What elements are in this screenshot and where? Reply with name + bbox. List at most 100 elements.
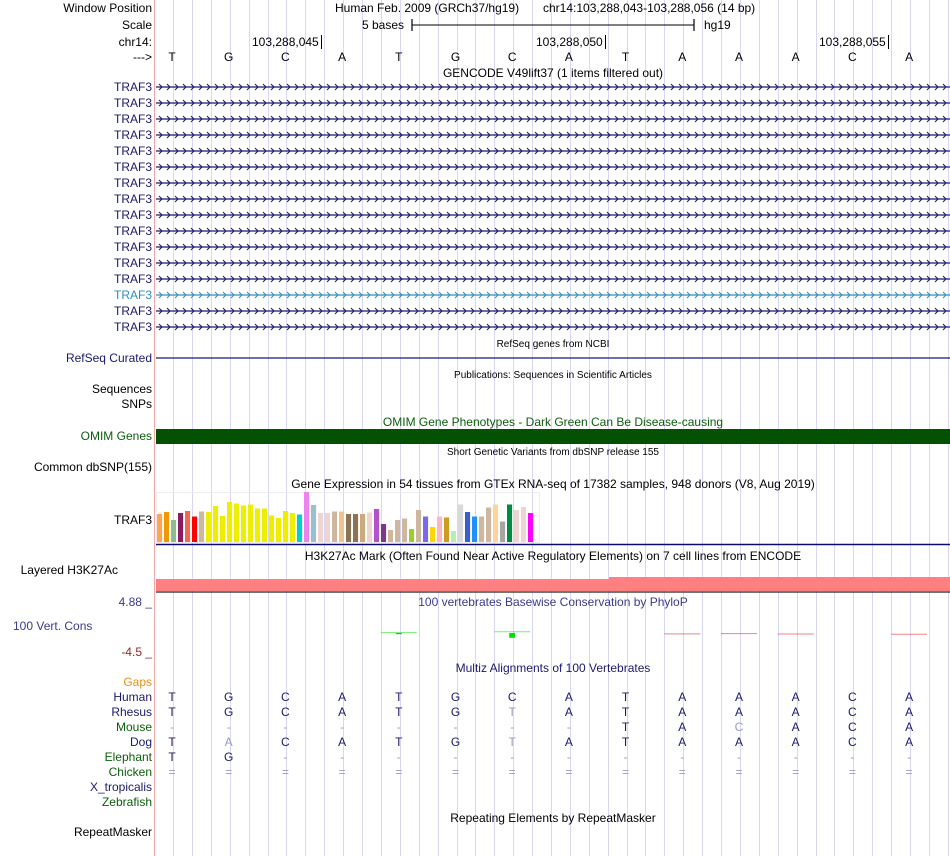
- gtex-bar[interactable]: [416, 510, 422, 542]
- multiz-gaps-label[interactable]: Gaps: [123, 675, 152, 689]
- gencode-item-label[interactable]: TRAF3: [113, 304, 152, 318]
- gtex-bar[interactable]: [514, 510, 520, 542]
- gtex-bar[interactable]: [409, 529, 415, 542]
- gencode-transcript[interactable]: [156, 226, 950, 236]
- gtex-bar[interactable]: [318, 513, 324, 542]
- gtex-bar[interactable]: [185, 511, 191, 542]
- gtex-bar[interactable]: [157, 514, 163, 542]
- multiz-species-label[interactable]: Zebrafish: [101, 795, 152, 809]
- gencode-transcript[interactable]: [156, 162, 950, 172]
- phylop-signal[interactable]: [156, 612, 950, 652]
- h3k27ac-label[interactable]: Layered H3K27Ac: [20, 563, 118, 577]
- gencode-item-label[interactable]: TRAF3: [113, 240, 152, 254]
- position-text[interactable]: chr14:103,288,043-103,288,056 (14 bp): [543, 1, 756, 15]
- gtex-bar[interactable]: [255, 508, 261, 543]
- gencode-item-label[interactable]: TRAF3: [113, 176, 152, 190]
- gtex-bar[interactable]: [262, 508, 268, 543]
- gtex-bar[interactable]: [388, 530, 394, 542]
- gtex-bar[interactable]: [283, 511, 289, 542]
- gtex-bar[interactable]: [164, 512, 170, 542]
- gtex-bar[interactable]: [458, 504, 464, 543]
- gtex-bar[interactable]: [227, 502, 233, 542]
- gtex-bar[interactable]: [234, 503, 240, 543]
- gtex-bar[interactable]: [220, 516, 226, 542]
- gtex-bar[interactable]: [353, 514, 359, 542]
- omim-gene-bar[interactable]: [156, 429, 950, 444]
- gtex-bar[interactable]: [339, 511, 345, 543]
- gtex-bar[interactable]: [171, 520, 177, 542]
- gtex-bar[interactable]: [395, 520, 401, 542]
- gencode-item-label[interactable]: TRAF3: [113, 192, 152, 206]
- gencode-transcript[interactable]: [156, 290, 950, 300]
- repeatmasker-label[interactable]: RepeatMasker: [73, 825, 152, 839]
- multiz-species-label[interactable]: Chicken: [108, 765, 152, 779]
- gencode-item-label[interactable]: TRAF3: [113, 224, 152, 238]
- gencode-transcript[interactable]: [156, 194, 950, 204]
- gtex-bar[interactable]: [269, 515, 275, 543]
- publications-label-snps[interactable]: SNPs: [121, 397, 152, 411]
- gencode-transcript[interactable]: [156, 210, 950, 220]
- gtex-bar[interactable]: [304, 492, 310, 542]
- gencode-item-label[interactable]: TRAF3: [113, 160, 152, 174]
- h3k27ac-signal-segment[interactable]: [156, 579, 611, 591]
- gtex-bar[interactable]: [346, 514, 352, 542]
- gtex-bar[interactable]: [402, 518, 408, 543]
- gtex-bar[interactable]: [528, 513, 534, 542]
- gtex-bar[interactable]: [423, 516, 429, 543]
- gencode-item-label[interactable]: TRAF3: [113, 256, 152, 270]
- gtex-bar[interactable]: [507, 504, 513, 543]
- gtex-bar[interactable]: [241, 505, 247, 543]
- gencode-transcript[interactable]: [156, 258, 950, 268]
- gtex-bar[interactable]: [521, 507, 527, 542]
- omim-label[interactable]: OMIM Genes: [80, 429, 152, 443]
- refseq-label[interactable]: RefSeq Curated: [65, 351, 152, 365]
- gtex-bar[interactable]: [297, 514, 303, 543]
- gencode-transcript[interactable]: [156, 178, 950, 188]
- gencode-item-label[interactable]: TRAF3: [113, 80, 152, 94]
- gtex-bar[interactable]: [500, 521, 506, 543]
- gtex-bar[interactable]: [276, 518, 282, 542]
- dbsnp-label[interactable]: Common dbSNP(155): [33, 460, 152, 474]
- multiz-species-label[interactable]: Rhesus: [111, 705, 152, 719]
- multiz-species-label[interactable]: X_tropicalis: [89, 780, 152, 794]
- gtex-bar[interactable]: [213, 506, 219, 542]
- multiz-species-label[interactable]: Human: [113, 690, 152, 704]
- gencode-transcript[interactable]: [156, 130, 950, 140]
- gencode-transcript[interactable]: [156, 146, 950, 156]
- gencode-transcript[interactable]: [156, 274, 950, 284]
- gtex-bar[interactable]: [381, 524, 387, 542]
- multiz-species-label[interactable]: Dog: [129, 735, 152, 749]
- gtex-bar[interactable]: [493, 504, 499, 543]
- gtex-bar[interactable]: [206, 512, 212, 542]
- gtex-bar[interactable]: [444, 517, 450, 543]
- gtex-bar[interactable]: [374, 509, 380, 542]
- gencode-item-label[interactable]: TRAF3: [113, 128, 152, 142]
- gtex-bar[interactable]: [367, 512, 373, 543]
- gtex-bar[interactable]: [479, 516, 485, 543]
- gencode-item-label[interactable]: TRAF3: [113, 320, 152, 334]
- phylop-label[interactable]: 100 Vert. Cons: [13, 619, 93, 633]
- gtex-bar[interactable]: [486, 507, 492, 543]
- publications-label-sequences[interactable]: Sequences: [91, 382, 152, 396]
- gtex-bar[interactable]: [325, 513, 331, 542]
- gencode-item-label[interactable]: TRAF3: [113, 208, 152, 222]
- gencode-item-label[interactable]: TRAF3: [113, 96, 152, 110]
- gtex-bar[interactable]: [451, 531, 457, 542]
- multiz-species-label[interactable]: Mouse: [115, 720, 152, 734]
- gencode-transcript[interactable]: [156, 322, 950, 332]
- gencode-transcript[interactable]: [156, 98, 950, 108]
- strand-label[interactable]: --->: [133, 50, 152, 64]
- gtex-bar[interactable]: [437, 516, 443, 543]
- gtex-bar[interactable]: [199, 511, 205, 543]
- multiz-species-label[interactable]: Elephant: [104, 750, 152, 764]
- gencode-transcript[interactable]: [156, 242, 950, 252]
- gtex-bar[interactable]: [178, 513, 184, 542]
- gencode-transcript[interactable]: [156, 306, 950, 316]
- gencode-item-label[interactable]: TRAF3: [113, 112, 152, 126]
- gtex-label[interactable]: TRAF3: [113, 513, 152, 527]
- gencode-transcript[interactable]: [156, 82, 950, 92]
- gtex-bar[interactable]: [360, 514, 366, 542]
- gtex-bar[interactable]: [192, 516, 198, 543]
- h3k27ac-signal-segment[interactable]: [609, 577, 950, 591]
- gencode-item-label[interactable]: TRAF3: [113, 272, 152, 286]
